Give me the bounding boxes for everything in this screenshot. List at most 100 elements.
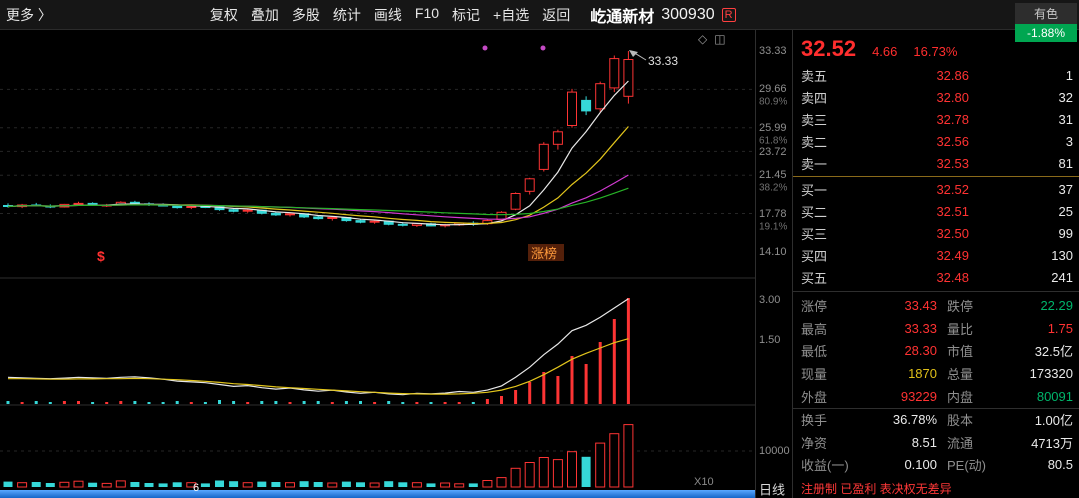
axis-tick-label: 1.50: [759, 334, 781, 346]
stat-value: 36.78%: [892, 412, 937, 428]
menu-item-8[interactable]: 返回: [542, 6, 571, 23]
menu-item-7[interactable]: +自选: [493, 6, 530, 23]
stats-grid: 涨停 33.43 跌停 22.29 最高 33.33 量比 1.75 最低 28.30 市值 32.5…: [793, 290, 1079, 476]
axis-tick-label: 29.66: [759, 83, 787, 95]
sector-name: 有色: [1015, 3, 1077, 24]
ob-volume: 99: [1058, 225, 1073, 241]
listing-tags[interactable]: 注册制 已盈利 表决权无差异: [801, 482, 952, 496]
stock-name: 屹通新材: [590, 8, 655, 26]
svg-text:涨榜: 涨榜: [531, 246, 557, 261]
diamond-icon[interactable]: ◇: [698, 32, 708, 46]
ob-price[interactable]: 32.49: [936, 247, 969, 263]
stat-label: 市值: [947, 344, 974, 360]
order-book-row-ask[interactable]: 卖一 32.53 81: [793, 152, 1079, 174]
order-book-divider: [793, 175, 1079, 177]
ob-volume: 1: [1065, 68, 1073, 84]
menu-item-4[interactable]: 画线: [373, 6, 402, 23]
split-window-icon[interactable]: ◫: [714, 32, 726, 46]
order-book-row-ask[interactable]: 卖三 32.78 31: [793, 109, 1079, 131]
stat-value: 33.43: [904, 297, 937, 313]
stat-label: PE(动): [947, 458, 987, 474]
axis-tick-label: 23.72: [759, 146, 787, 158]
ob-price[interactable]: 32.53: [936, 155, 969, 171]
ob-price[interactable]: 32.80: [936, 90, 969, 106]
axis-tick-label: 19.1%: [759, 221, 788, 233]
stat-value: 4713万: [1031, 435, 1073, 451]
ob-volume: 25: [1058, 204, 1073, 220]
order-book-row-bid[interactable]: 买一 32.52 37: [793, 179, 1079, 201]
menu-item-0[interactable]: 复权: [209, 6, 238, 23]
ob-volume: 32: [1058, 90, 1073, 106]
order-book-row-bid[interactable]: 买二 32.51 25: [793, 201, 1079, 223]
chart-corner-icons: ◇ ◫: [698, 32, 733, 46]
stat-label: 涨停: [801, 298, 828, 314]
ob-level-label: 买五: [801, 270, 828, 286]
stat-label: 换手: [801, 413, 828, 429]
ob-price[interactable]: 32.78: [936, 111, 969, 127]
ob-level-label: 买三: [801, 226, 828, 242]
ob-volume: 3: [1065, 133, 1073, 149]
time-axis-label: 6: [193, 482, 200, 494]
sector-change: -1.88%: [1015, 24, 1077, 42]
stat-label: 外盘: [801, 390, 828, 406]
stat-value: 1.00亿: [1034, 413, 1073, 429]
stat-value: 1870: [908, 366, 937, 382]
axis-tick-label: 14.10: [759, 246, 787, 258]
stock-code: 300930: [661, 5, 715, 23]
ob-level-label: 卖二: [801, 134, 828, 150]
order-book-row-ask[interactable]: 卖五 32.86 1: [793, 65, 1079, 87]
margin-trading-flag: R: [721, 7, 736, 22]
quote-panel: 32.52 4.66 16.73% 卖五 32.86 1 卖四 32.80 32 卖三 32.…: [792, 30, 1079, 498]
stat-label: 最低: [801, 344, 828, 360]
kline-chart[interactable]: 33.33 $ 涨榜 X10: [0, 30, 755, 490]
ob-price[interactable]: 32.51: [936, 204, 969, 220]
order-book-row-bid[interactable]: 买三 32.50 99: [793, 223, 1079, 245]
ob-level-label: 买一: [801, 183, 828, 199]
svg-text:$: $: [97, 248, 105, 264]
ob-level-label: 卖三: [801, 112, 828, 128]
axis-tick-label: 80.9%: [759, 96, 788, 108]
stat-label: 流通: [947, 435, 974, 451]
svg-text:X10: X10: [694, 476, 714, 488]
ob-level-label: 卖五: [801, 69, 828, 85]
axis-tick-label: 3.00: [759, 294, 781, 306]
axis-tick-label: 33.33: [759, 45, 787, 57]
sector-badge[interactable]: 有色 -1.88%: [1015, 3, 1077, 42]
quote-row: 32.52 4.66 16.73%: [793, 30, 1079, 65]
ob-price[interactable]: 32.52: [936, 182, 969, 198]
period-selector[interactable]: 日线: [759, 482, 786, 498]
order-book-row-ask[interactable]: 卖二 32.56 3: [793, 130, 1079, 152]
menu-item-1[interactable]: 叠加: [250, 6, 279, 23]
stat-value: 80091: [1036, 389, 1073, 405]
stat-row: 净资 8.51 流通 4713万: [793, 431, 1079, 454]
stat-value: 8.51: [911, 434, 937, 450]
chart-region: ◇ ◫ 33.33 $ 涨榜 X10: [0, 30, 755, 490]
stat-row: 换手 36.78% 股本 1.00亿: [793, 407, 1079, 431]
order-book-row-bid[interactable]: 买四 32.49 130: [793, 244, 1079, 266]
ob-price[interactable]: 32.48: [936, 269, 969, 285]
ob-price[interactable]: 32.56: [936, 133, 969, 149]
menu-item-5[interactable]: F10: [414, 4, 440, 21]
ob-level-label: 卖四: [801, 91, 828, 107]
order-book-row-bid[interactable]: 买五 32.48 241: [793, 266, 1079, 288]
menu-item-3[interactable]: 统计: [332, 6, 361, 23]
ob-price[interactable]: 32.50: [936, 225, 969, 241]
price-axis: 33.33 29.66 80.9% 25.99 61.8% 23.72 21.45 38.2%…: [755, 30, 792, 498]
order-book-row-ask[interactable]: 卖四 32.80 32: [793, 87, 1079, 109]
stat-value: 33.33: [904, 320, 937, 336]
stat-row: 涨停 33.43 跌停 22.29: [793, 294, 1079, 317]
ob-level-label: 买二: [801, 205, 828, 221]
stat-label: 量比: [947, 321, 974, 337]
stat-value: 0.100: [904, 457, 937, 473]
stat-label: 收益(一): [801, 458, 849, 474]
stat-value: 93229: [900, 389, 937, 405]
chart-scrollbar[interactable]: [0, 490, 755, 498]
ob-level-label: 卖一: [801, 156, 828, 172]
more-menu-button[interactable]: 更多 〉: [6, 6, 52, 23]
ob-price[interactable]: 32.86: [936, 68, 969, 84]
stat-label: 股本: [947, 413, 974, 429]
stat-value: 28.30: [904, 343, 937, 359]
menu-item-2[interactable]: 多股: [291, 6, 320, 23]
menu-item-6[interactable]: 标记: [452, 6, 481, 23]
